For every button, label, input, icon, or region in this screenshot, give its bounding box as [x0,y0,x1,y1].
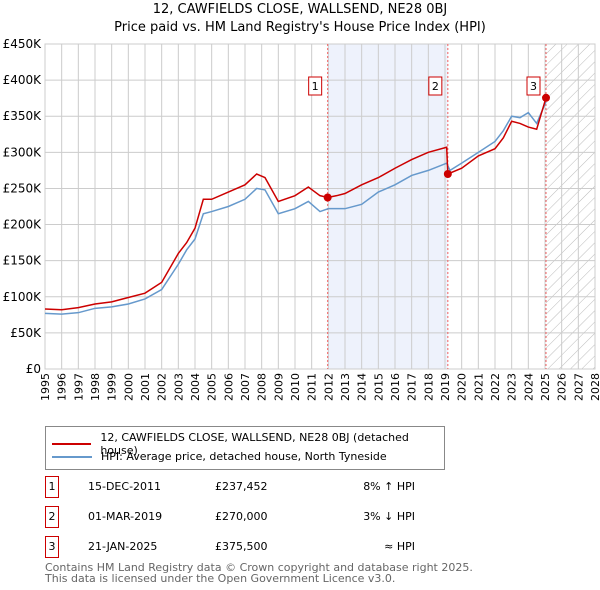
sale-price: £375,500 [215,540,268,553]
forecast-hatch [546,44,595,369]
x-tick-label: 2020 [456,373,469,401]
legend-swatch-property [52,443,92,445]
sale-point [542,93,550,102]
y-tick-label: £450K [3,37,43,51]
y-tick-label: £300K [3,145,43,159]
x-tick-label: 1997 [72,373,85,401]
y-tick-label: £0 [26,362,41,376]
shaded-period [327,44,448,369]
y-tick-label: £50K [10,326,42,340]
x-tick-label: 2009 [272,373,285,401]
sale-date: 01-MAR-2019 [88,510,163,523]
legend-swatch-hpi [52,455,92,458]
x-tick-label: 2022 [489,373,502,401]
sale-number: 1 [45,476,59,498]
sale-date: 21-JAN-2025 [88,540,158,553]
x-tick-label: 2015 [372,373,385,401]
x-tick-label: 2007 [239,373,252,401]
x-tick-label: 2001 [139,373,152,401]
x-tick-label: 2014 [356,373,369,401]
x-tick-label: 2023 [506,373,519,401]
sale-label-box [428,76,443,96]
x-tick-label: 2028 [589,373,600,401]
sale-point [443,170,452,178]
x-tick-label: 2006 [222,373,235,401]
legend-label-hpi: HPI: Average price, detached house, Nort… [101,450,387,463]
sale-price: £237,452 [215,480,268,493]
legend-label-property: 12, CAWFIELDS CLOSE, WALLSEND, NE28 0BJ … [100,431,409,457]
chart-plot: £0 £50K £100K £150K £200K £250K £300K £350K £400… [3,37,600,401]
sale-hpi-comparison: 8% ↑ HPI [363,480,415,493]
x-tick-label: 2018 [422,373,435,401]
y-tick-label: £350K [3,109,43,123]
sale-hpi-comparison: 3% ↓ HPI [363,510,415,523]
sale-price: £270,000 [215,510,268,523]
x-tick-label: 2025 [539,373,552,401]
x-tick-label: 2021 [472,373,485,401]
y-tick-label: £100K [3,290,43,304]
sale-hpi-comparison: ≈ HPI [384,540,415,553]
x-tick-label: 2012 [322,373,335,401]
sale-number: 2 [45,506,59,528]
hpi-line [44,101,547,315]
x-tick-label: 2002 [156,373,169,401]
x-tick-label: 2008 [256,373,269,401]
sale-number: 3 [45,536,59,558]
x-tick-label: 2024 [522,373,535,401]
x-tick-label: 2010 [289,373,302,401]
y-tick-label: £200K [3,218,43,232]
sale-row: 2 01-MAR-2019 £270,000 3% ↓ HPI [45,506,465,528]
plot-frame [44,43,596,370]
x-tick-label: 1996 [56,373,69,401]
chart-subtitle: Price paid vs. HM Land Registry's House … [114,20,486,35]
x-tick-label: 2004 [189,373,202,401]
property-price-line [44,97,547,311]
x-tick-label: 2005 [206,373,219,401]
x-tick-label: 1999 [106,373,119,401]
sale-row: 3 21-JAN-2025 £375,500 ≈ HPI [45,536,465,558]
chart-legend: 12, CAWFIELDS CLOSE, WALLSEND, NE28 0BJ … [45,426,445,470]
y-tick-label: £150K [3,254,43,268]
x-tick-label: 1995 [39,373,52,401]
chart-title: 12, CAWFIELDS CLOSE, WALLSEND, NE28 0BJ [152,2,448,17]
x-tick-label: 2000 [122,373,135,401]
x-tick-label: 2026 [556,373,569,401]
footer-line-1: Contains HM Land Registry data © Crown c… [45,561,473,574]
x-tick-label: 2011 [306,373,319,401]
x-tick-label: 2013 [339,373,352,401]
y-tick-label: £400K [3,73,43,87]
footer-line-2: This data is licensed under the Open Gov… [45,572,396,585]
x-tick-label: 2003 [172,373,185,401]
sale-point [323,193,332,202]
x-tick-label: 2019 [439,373,452,401]
sale-label: 3 [530,80,537,93]
y-tick-label: £250K [3,181,43,195]
sale-label: 2 [432,80,439,93]
sale-row: 1 15-DEC-2011 £237,452 8% ↑ HPI [45,476,465,498]
x-tick-label: 2027 [572,373,585,401]
sale-date: 15-DEC-2011 [88,480,162,493]
footer-text: Contains HM Land Registry data © Crown c… [45,562,473,584]
x-tick-label: 2016 [389,373,402,401]
sale-label-box [526,76,541,96]
x-tick-label: 2017 [406,373,419,401]
sale-label: 1 [312,80,319,93]
sale-label-box [308,76,323,96]
x-tick-label: 1998 [89,373,102,401]
